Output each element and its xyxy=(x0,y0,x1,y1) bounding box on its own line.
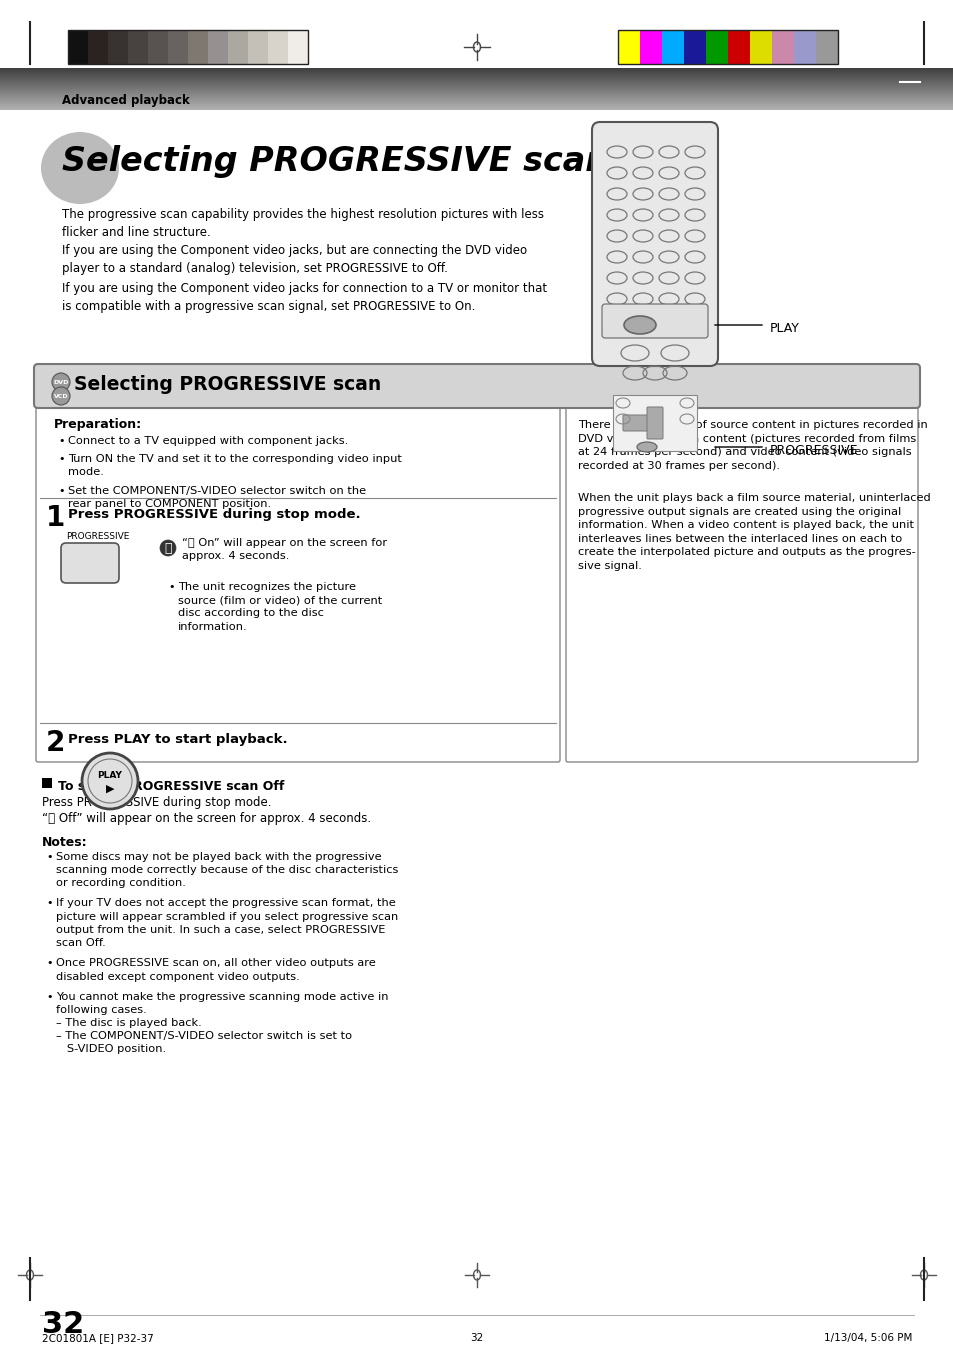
Bar xyxy=(749,30,771,63)
Text: •: • xyxy=(58,486,65,496)
Bar xyxy=(108,30,128,63)
Text: Selecting PROGRESSIVE scan: Selecting PROGRESSIVE scan xyxy=(74,376,381,394)
Text: •: • xyxy=(58,436,65,446)
Text: •: • xyxy=(46,958,52,969)
Bar xyxy=(128,30,148,63)
Bar xyxy=(618,30,639,63)
Text: If you are using the Component video jacks, but are connecting the DVD video
pla: If you are using the Component video jac… xyxy=(62,245,527,276)
Bar xyxy=(168,30,188,63)
Text: PROGRESSIVE: PROGRESSIVE xyxy=(66,532,130,540)
Text: PROGRESSIVE: PROGRESSIVE xyxy=(769,444,858,458)
Ellipse shape xyxy=(623,316,656,334)
Bar xyxy=(639,30,661,63)
Text: When the unit plays back a film source material, uninterlaced
progressive output: When the unit plays back a film source m… xyxy=(578,493,930,571)
Text: Advanced playback: Advanced playback xyxy=(62,95,190,107)
Text: •: • xyxy=(58,454,65,463)
Text: To select PROGRESSIVE scan Off: To select PROGRESSIVE scan Off xyxy=(58,780,284,793)
Text: Press PROGRESSIVE during stop mode.: Press PROGRESSIVE during stop mode. xyxy=(68,508,360,521)
Text: Ⓟ: Ⓟ xyxy=(164,542,172,554)
Text: If you are using the Component video jacks for connection to a TV or monitor tha: If you are using the Component video jac… xyxy=(62,282,547,313)
Text: PLAY: PLAY xyxy=(97,771,122,781)
Bar xyxy=(208,30,228,63)
Text: VCD: VCD xyxy=(53,393,69,399)
Text: 1: 1 xyxy=(46,504,65,532)
Text: Once PROGRESSIVE scan on, all other video outputs are
disabled except component : Once PROGRESSIVE scan on, all other vide… xyxy=(56,958,375,982)
Text: •: • xyxy=(168,582,174,592)
Bar xyxy=(188,30,208,63)
Text: 2C01801A [E] P32-37: 2C01801A [E] P32-37 xyxy=(42,1333,153,1343)
FancyBboxPatch shape xyxy=(36,407,559,762)
Bar xyxy=(793,30,815,63)
Ellipse shape xyxy=(41,132,119,204)
Text: 2: 2 xyxy=(46,730,66,757)
Circle shape xyxy=(52,373,70,390)
Text: Notes:: Notes: xyxy=(42,836,88,848)
Bar xyxy=(68,30,88,63)
Text: Press PLAY to start playback.: Press PLAY to start playback. xyxy=(68,734,287,746)
Text: 32: 32 xyxy=(42,1310,84,1339)
Bar xyxy=(68,30,308,63)
Text: DVD: DVD xyxy=(53,380,69,385)
Text: The progressive scan capability provides the highest resolution pictures with le: The progressive scan capability provides… xyxy=(62,208,543,239)
FancyBboxPatch shape xyxy=(592,122,718,366)
Bar xyxy=(705,30,727,63)
FancyBboxPatch shape xyxy=(34,363,919,408)
Text: Connect to a TV equipped with component jacks.: Connect to a TV equipped with component … xyxy=(68,436,348,446)
Bar xyxy=(613,394,697,451)
Text: Set the COMPONENT/S-VIDEO selector switch on the
rear panel to COMPONENT positio: Set the COMPONENT/S-VIDEO selector switc… xyxy=(68,486,366,509)
Text: 1/13/04, 5:06 PM: 1/13/04, 5:06 PM xyxy=(822,1333,911,1343)
Text: ▶: ▶ xyxy=(106,784,114,794)
Bar xyxy=(727,30,749,63)
Text: Press PROGRESSIVE during stop mode.: Press PROGRESSIVE during stop mode. xyxy=(42,796,272,809)
Text: Turn ON the TV and set it to the corresponding video input
mode.: Turn ON the TV and set it to the corresp… xyxy=(68,454,401,477)
Bar xyxy=(815,30,837,63)
Bar xyxy=(288,30,308,63)
Bar xyxy=(268,30,288,63)
FancyBboxPatch shape xyxy=(622,415,655,431)
Bar xyxy=(661,30,683,63)
Text: •: • xyxy=(46,852,52,862)
Bar xyxy=(248,30,268,63)
Ellipse shape xyxy=(637,442,657,453)
Text: •: • xyxy=(46,992,52,1001)
Bar xyxy=(88,30,108,63)
Text: Some discs may not be played back with the progressive
scanning mode correctly b: Some discs may not be played back with t… xyxy=(56,852,398,889)
Bar xyxy=(683,30,705,63)
FancyBboxPatch shape xyxy=(565,407,917,762)
Circle shape xyxy=(52,386,70,405)
Circle shape xyxy=(82,753,138,809)
Bar xyxy=(228,30,248,63)
FancyBboxPatch shape xyxy=(646,407,662,439)
FancyBboxPatch shape xyxy=(61,543,119,584)
Text: Selecting PROGRESSIVE scan: Selecting PROGRESSIVE scan xyxy=(62,145,608,178)
Text: PLAY: PLAY xyxy=(769,323,799,335)
Circle shape xyxy=(160,540,175,557)
Text: You cannot make the progressive scanning mode active in
following cases.
– The d: You cannot make the progressive scanning… xyxy=(56,992,388,1054)
Text: 32: 32 xyxy=(470,1333,483,1343)
Bar xyxy=(618,30,837,63)
Text: Preparation:: Preparation: xyxy=(54,417,142,431)
FancyBboxPatch shape xyxy=(601,304,707,338)
Text: The unit recognizes the picture
source (film or video) of the current
disc accor: The unit recognizes the picture source (… xyxy=(178,582,382,632)
Text: “Ⓟ Off” will appear on the screen for approx. 4 seconds.: “Ⓟ Off” will appear on the screen for ap… xyxy=(42,812,371,825)
Text: “Ⓟ On” will appear on the screen for
approx. 4 seconds.: “Ⓟ On” will appear on the screen for app… xyxy=(182,538,387,561)
Bar xyxy=(771,30,793,63)
Bar xyxy=(148,30,168,63)
Bar xyxy=(42,778,52,788)
Text: •: • xyxy=(46,898,52,908)
Text: There are two types of source content in pictures recorded in
DVD video discs: f: There are two types of source content in… xyxy=(578,420,926,470)
Text: If your TV does not accept the progressive scan format, the
picture will appear : If your TV does not accept the progressi… xyxy=(56,898,397,948)
